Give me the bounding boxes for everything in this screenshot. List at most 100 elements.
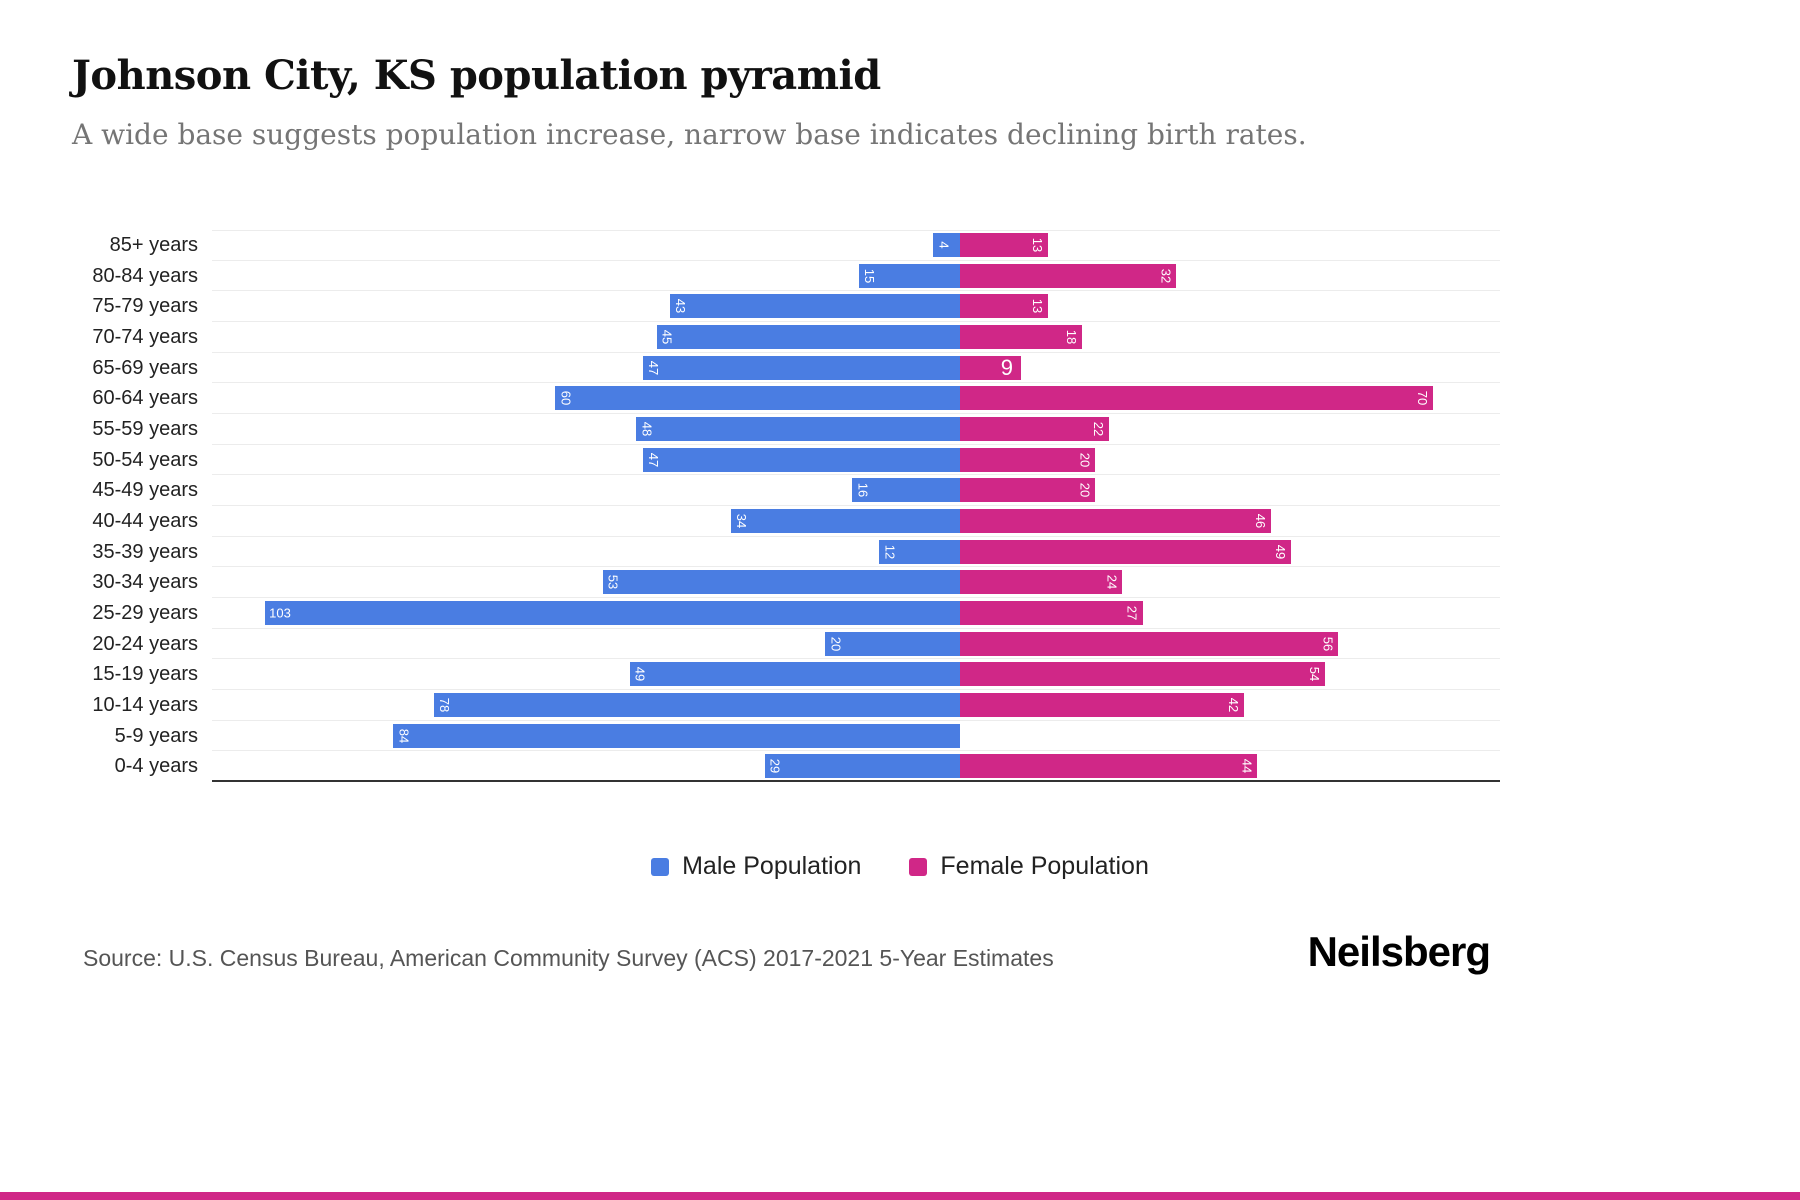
bar-value-label: 54 <box>1306 667 1322 682</box>
age-group-label: 15-19 years <box>92 663 198 686</box>
female-bar[interactable]: 24 <box>960 570 1123 595</box>
female-bar[interactable]: 20 <box>960 447 1096 472</box>
male-bar[interactable]: 78 <box>433 692 961 717</box>
bar-area: 20 56 <box>212 629 1500 660</box>
male-bar[interactable]: 103 <box>265 600 961 625</box>
pyramid-row: 15-19 years 49 54 <box>72 659 1500 691</box>
chart-title: Johnson City, KS population pyramid <box>72 52 881 99</box>
legend-male-label: Male Population <box>682 852 862 880</box>
bar-value-label: 24 <box>1104 574 1120 590</box>
bar-value-label: 27 <box>1124 605 1140 621</box>
female-bar[interactable]: 13 <box>960 294 1049 319</box>
bar-value-label: 53 <box>605 574 621 590</box>
age-group-label: 0-4 years <box>114 755 198 778</box>
pyramid-row: 25-29 years 103 27 <box>72 598 1500 629</box>
male-bar[interactable]: 43 <box>670 294 961 319</box>
male-bar[interactable]: 29 <box>764 753 961 778</box>
male-bar[interactable]: 48 <box>636 416 961 441</box>
bar-value-label: 45 <box>659 329 675 345</box>
bottom-accent-strip <box>0 1192 1800 1200</box>
pyramid-row: 65-69 years 47 9 <box>72 353 1500 384</box>
bar-area: 12 49 <box>212 537 1500 568</box>
bar-value-label: 103 <box>269 605 291 621</box>
bar-value-label: 44 <box>1239 758 1255 773</box>
bar-value-label: 16 <box>855 482 871 498</box>
male-bar[interactable]: 47 <box>643 447 961 472</box>
male-swatch-icon <box>651 857 670 876</box>
female-bar[interactable]: 42 <box>960 692 1244 717</box>
age-group-label: 80-84 years <box>92 264 198 287</box>
female-bar[interactable]: 9 <box>960 355 1022 380</box>
chart-legend: Male Population Female Population <box>0 852 1800 881</box>
age-group-label: 85+ years <box>109 233 198 256</box>
male-bar[interactable]: 4 <box>933 233 961 258</box>
pyramid-row: 30-34 years 53 24 <box>72 567 1500 599</box>
bar-value-label: 20 <box>828 636 844 651</box>
legend-item-male[interactable]: Male Population <box>651 852 861 881</box>
bar-value-label: 32 <box>1158 268 1174 283</box>
female-bar[interactable]: 56 <box>960 631 1339 656</box>
bar-value-label: 20 <box>1077 482 1093 498</box>
bar-area: 4 13 <box>212 230 1500 261</box>
age-group-label: 55-59 years <box>92 417 198 440</box>
age-group-label: 60-64 years <box>92 387 198 410</box>
female-bar[interactable]: 54 <box>960 662 1325 687</box>
bar-area: 47 9 <box>212 353 1500 384</box>
pyramid-row: 55-59 years 48 22 <box>72 414 1500 445</box>
bar-area: 84 <box>212 721 1500 752</box>
pyramid-row: 5-9 years 84 <box>72 721 1500 752</box>
male-bar[interactable]: 84 <box>393 723 961 748</box>
age-group-label: 10-14 years <box>92 693 198 716</box>
bar-area: 78 42 <box>212 690 1500 721</box>
female-bar[interactable]: 27 <box>960 600 1143 625</box>
bar-value-label: 43 <box>673 298 689 314</box>
bar-area: 48 22 <box>212 414 1500 445</box>
male-bar[interactable]: 15 <box>859 263 961 288</box>
female-bar[interactable]: 32 <box>960 263 1177 288</box>
age-group-label: 65-69 years <box>92 356 198 379</box>
age-group-label: 25-29 years <box>92 601 198 624</box>
bar-value-label: 18 <box>1063 329 1079 345</box>
male-bar[interactable]: 47 <box>643 355 961 380</box>
male-bar[interactable]: 12 <box>879 539 961 564</box>
bar-value-label: 13 <box>1030 238 1046 253</box>
bar-area: 103 27 <box>212 598 1500 629</box>
male-bar[interactable]: 60 <box>555 386 961 411</box>
neilsberg-logo: Neilsberg <box>1307 928 1491 975</box>
legend-item-female[interactable]: Female Population <box>909 852 1149 881</box>
female-bar[interactable]: 49 <box>960 539 1292 564</box>
bar-area: 15 32 <box>212 261 1500 292</box>
female-bar[interactable]: 13 <box>960 233 1049 258</box>
female-bar[interactable]: 22 <box>960 416 1109 441</box>
bar-value-label: 12 <box>882 544 898 559</box>
age-group-label: 35-39 years <box>92 540 198 563</box>
male-bar[interactable]: 34 <box>730 508 961 533</box>
female-bar[interactable]: 20 <box>960 478 1096 503</box>
female-bar[interactable]: 70 <box>960 386 1433 411</box>
source-text: Source: U.S. Census Bureau, American Com… <box>83 945 1054 971</box>
bar-area: 53 24 <box>212 567 1500 599</box>
pyramid-row: 75-79 years 43 13 <box>72 291 1500 323</box>
bar-value-label: 4 <box>936 241 952 249</box>
bar-value-label: 15 <box>862 268 878 283</box>
female-bar[interactable]: 18 <box>960 324 1082 349</box>
male-bar[interactable]: 45 <box>656 324 961 349</box>
bar-value-label: 70 <box>1414 390 1430 406</box>
chart-subtitle: A wide base suggests population increase… <box>72 118 1307 151</box>
female-bar[interactable]: 44 <box>960 753 1258 778</box>
pyramid-row: 0-4 years 29 44 <box>72 751 1500 783</box>
bar-value-label: 20 <box>1077 452 1093 467</box>
bar-value-label: 13 <box>1030 298 1046 314</box>
legend-female-label: Female Population <box>940 852 1149 880</box>
female-bar[interactable]: 46 <box>960 508 1271 533</box>
male-bar[interactable]: 49 <box>629 662 961 687</box>
age-group-label: 45-49 years <box>92 479 198 502</box>
male-bar[interactable]: 16 <box>852 478 961 503</box>
male-bar[interactable]: 20 <box>825 631 961 656</box>
bar-area: 45 18 <box>212 322 1500 353</box>
male-bar[interactable]: 53 <box>602 570 961 595</box>
age-group-label: 70-74 years <box>92 325 198 348</box>
bar-value-label: 34 <box>733 513 749 529</box>
bar-value-label: 60 <box>558 390 574 406</box>
